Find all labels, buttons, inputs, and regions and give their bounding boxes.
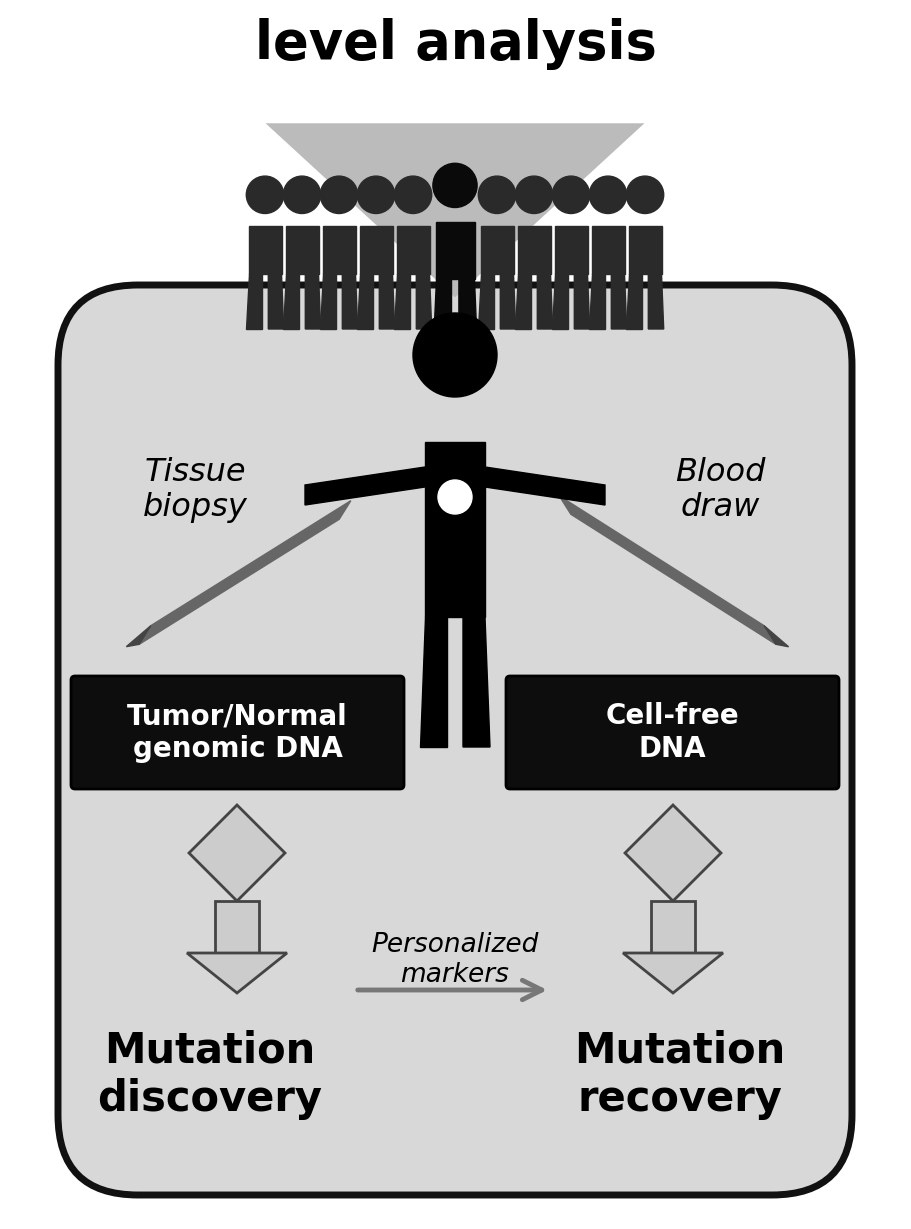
Polygon shape — [322, 226, 355, 274]
Text: Blood
draw: Blood draw — [675, 457, 765, 524]
Polygon shape — [480, 226, 514, 274]
Circle shape — [433, 163, 477, 208]
Polygon shape — [517, 226, 550, 274]
Polygon shape — [552, 274, 568, 329]
Polygon shape — [360, 226, 393, 274]
Polygon shape — [559, 495, 776, 644]
Polygon shape — [321, 274, 335, 329]
Text: Mutation
discovery: Mutation discovery — [97, 1030, 322, 1121]
Circle shape — [413, 313, 497, 397]
Circle shape — [552, 176, 589, 214]
Polygon shape — [629, 226, 661, 274]
Polygon shape — [463, 617, 490, 747]
Polygon shape — [285, 226, 319, 274]
Polygon shape — [651, 901, 695, 952]
Text: Mutation
recovery: Mutation recovery — [574, 1030, 785, 1121]
Text: Tissue
biopsy: Tissue biopsy — [142, 457, 248, 524]
Polygon shape — [215, 901, 259, 952]
Text: Personalized
markers: Personalized markers — [372, 932, 538, 988]
Polygon shape — [420, 617, 447, 747]
Circle shape — [321, 176, 358, 214]
Circle shape — [438, 481, 472, 514]
Circle shape — [626, 176, 664, 214]
Circle shape — [516, 176, 553, 214]
FancyBboxPatch shape — [506, 676, 839, 789]
Polygon shape — [305, 467, 425, 505]
Text: Tumor/Normal
genomic DNA: Tumor/Normal genomic DNA — [128, 702, 348, 763]
Polygon shape — [649, 274, 664, 329]
Polygon shape — [574, 274, 589, 329]
Circle shape — [283, 176, 321, 214]
Polygon shape — [379, 274, 394, 329]
Polygon shape — [139, 500, 351, 644]
Text: Cell-free
DNA: Cell-free DNA — [606, 702, 740, 763]
Polygon shape — [127, 626, 151, 646]
Polygon shape — [357, 274, 373, 329]
Polygon shape — [396, 226, 429, 274]
Polygon shape — [269, 274, 283, 329]
Polygon shape — [478, 274, 494, 329]
Polygon shape — [435, 221, 475, 279]
Polygon shape — [485, 467, 605, 505]
Text: level analysis: level analysis — [254, 18, 657, 70]
Polygon shape — [625, 805, 721, 901]
Polygon shape — [555, 226, 588, 274]
Circle shape — [357, 176, 394, 214]
Polygon shape — [626, 274, 641, 329]
FancyBboxPatch shape — [71, 676, 404, 789]
Polygon shape — [433, 279, 451, 344]
Polygon shape — [283, 274, 299, 329]
Polygon shape — [459, 279, 477, 344]
Polygon shape — [591, 226, 625, 274]
Polygon shape — [500, 274, 516, 329]
Circle shape — [589, 176, 627, 214]
Polygon shape — [537, 274, 553, 329]
Polygon shape — [589, 274, 605, 329]
Polygon shape — [416, 274, 432, 329]
FancyBboxPatch shape — [58, 285, 852, 1195]
Circle shape — [246, 176, 283, 214]
Polygon shape — [764, 626, 789, 646]
Polygon shape — [305, 274, 321, 329]
Polygon shape — [611, 274, 627, 329]
Polygon shape — [394, 274, 410, 329]
Polygon shape — [249, 226, 281, 274]
Circle shape — [394, 176, 432, 214]
Circle shape — [478, 176, 516, 214]
Polygon shape — [516, 274, 531, 329]
Polygon shape — [189, 805, 285, 901]
Polygon shape — [343, 274, 358, 329]
Polygon shape — [187, 952, 287, 993]
Polygon shape — [246, 274, 261, 329]
Polygon shape — [425, 442, 485, 617]
Polygon shape — [623, 952, 723, 993]
Polygon shape — [270, 125, 640, 295]
